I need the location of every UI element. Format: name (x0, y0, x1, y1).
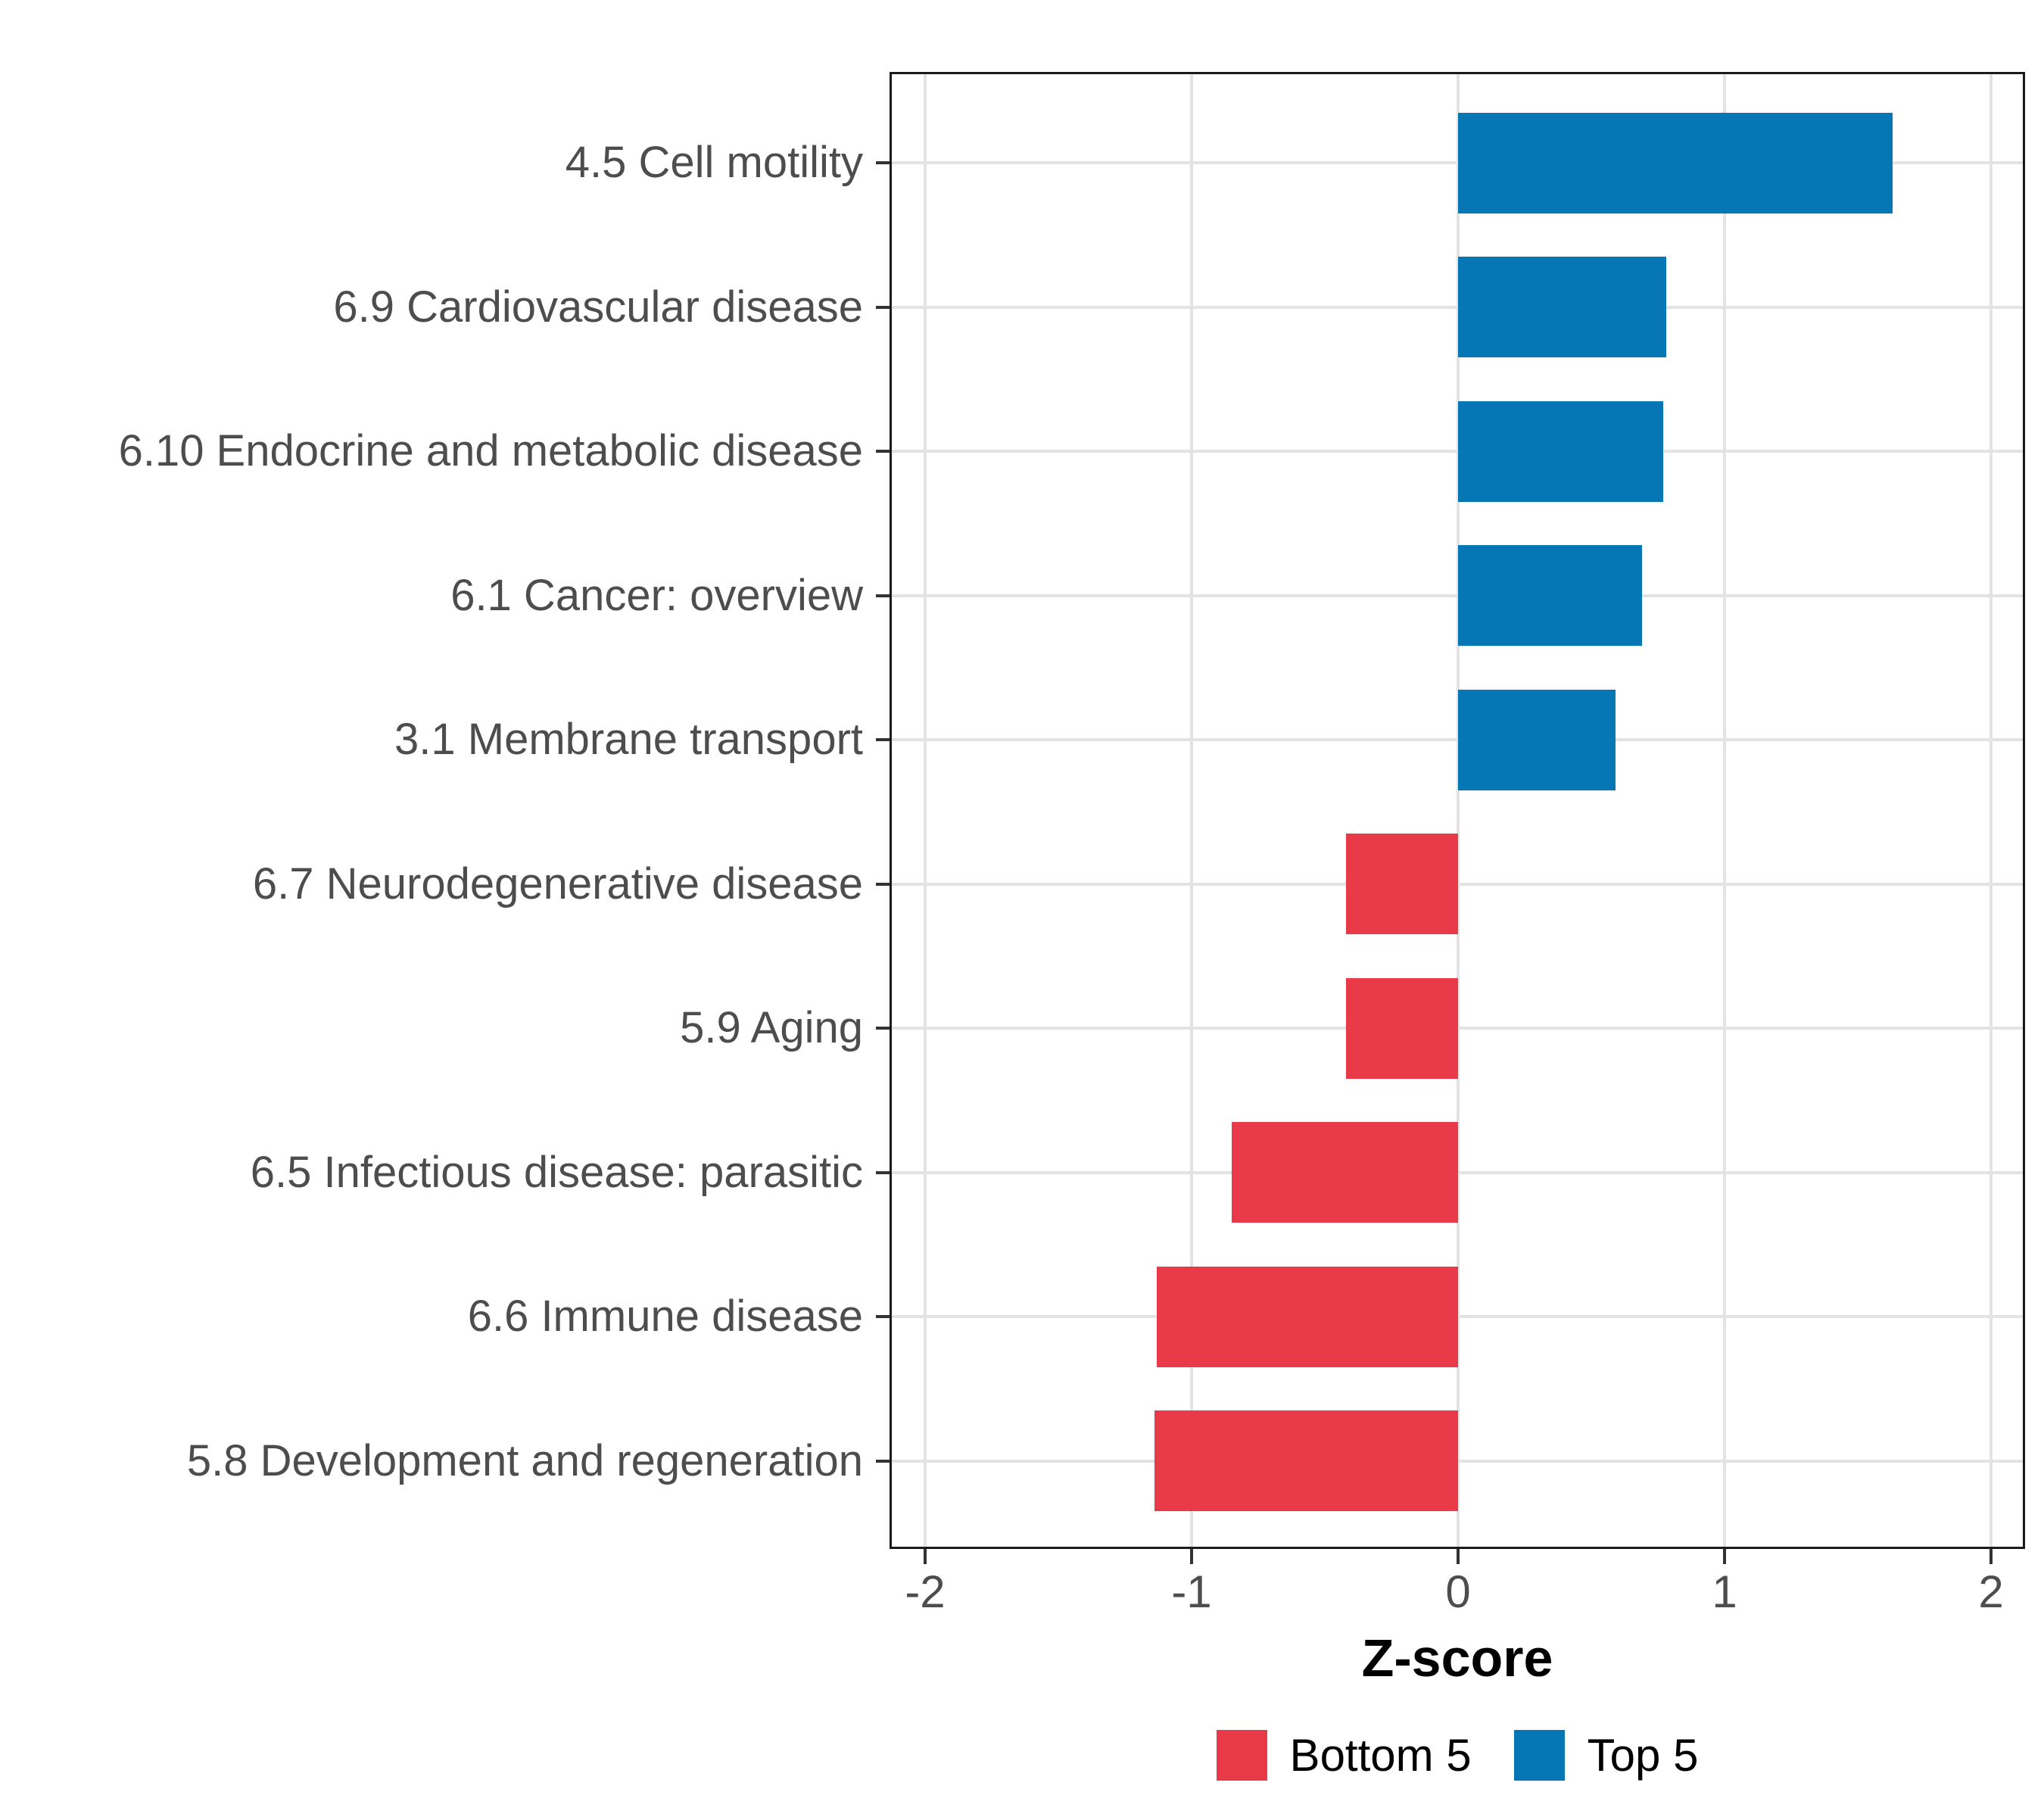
y-label-6: 5.9 Aging (680, 1003, 863, 1052)
y-label-3: 6.1 Cancer: overview (450, 570, 863, 620)
y-label-7: 6.5 Infectious disease: parasitic (250, 1147, 863, 1197)
x-axis-title: Z-score (1361, 1628, 1553, 1688)
x-tick-label--1: -1 (1171, 1566, 1212, 1617)
y-tick-7 (876, 1170, 890, 1174)
bar-2-top5 (1458, 400, 1664, 502)
x-tick--2 (924, 1549, 927, 1564)
legend-label-bottom5: Bottom 5 (1289, 1729, 1472, 1781)
x-tick-label-0: 0 (1445, 1566, 1471, 1617)
gridline-row-1 (892, 305, 2023, 309)
y-label-2: 6.10 Endocrine and metabolic disease (118, 426, 863, 475)
y-label-5: 6.7 Neurodegenerative disease (252, 859, 863, 908)
y-tick-2 (876, 450, 890, 453)
legend-key-top5-swatch (1513, 1729, 1565, 1781)
gridline-row-3 (892, 594, 2023, 597)
x-tick--1 (1190, 1549, 1193, 1564)
gridline-x--1 (1190, 74, 1193, 1547)
plot-panel (890, 72, 2025, 1549)
y-tick-4 (876, 738, 890, 741)
gridline-x-2 (1989, 74, 1993, 1547)
y-tick-3 (876, 594, 890, 597)
y-label-8: 6.6 Immune disease (467, 1292, 863, 1341)
bar-7-bottom5 (1231, 1122, 1458, 1223)
legend-label-top5: Top 5 (1587, 1729, 1699, 1781)
x-tick-2 (1989, 1549, 1993, 1564)
y-tick-1 (876, 305, 890, 309)
y-tick-6 (876, 1027, 890, 1030)
x-tick-0 (1457, 1549, 1460, 1564)
y-label-9: 5.8 Development and regeneration (186, 1435, 863, 1485)
y-tick-0 (876, 161, 890, 164)
legend-item-top5: Top 5 (1513, 1729, 1699, 1781)
legend-key-bottom5-swatch (1216, 1729, 1267, 1781)
x-tick-label--2: -2 (905, 1566, 946, 1617)
x-tick-label-1: 1 (1712, 1566, 1737, 1617)
bar-3-top5 (1458, 545, 1642, 646)
y-tick-8 (876, 1315, 890, 1318)
gridline-x-1 (1723, 74, 1726, 1547)
legend-item-bottom5: Bottom 5 (1216, 1729, 1472, 1781)
y-label-0: 4.5 Cell motility (565, 138, 863, 187)
bar-8-bottom5 (1157, 1266, 1458, 1367)
bar-6-bottom5 (1346, 977, 1458, 1079)
gridline-row-2 (892, 450, 2023, 453)
y-label-1: 6.9 Cardiovascular disease (333, 282, 863, 332)
gridline-x-0 (1457, 74, 1460, 1547)
bar-4-top5 (1458, 689, 1616, 790)
gridline-x--2 (924, 74, 927, 1547)
y-label-4: 3.1 Membrane transport (394, 715, 863, 764)
x-tick-1 (1723, 1549, 1726, 1564)
x-tick-label-2: 2 (1978, 1566, 2004, 1617)
y-tick-5 (876, 882, 890, 886)
legend: Bottom 5 Top 5 (890, 1725, 2025, 1785)
bar-1-top5 (1458, 257, 1666, 357)
gridline-row-0 (892, 161, 2023, 164)
bar-0-top5 (1458, 112, 1893, 213)
bar-5-bottom5 (1346, 834, 1458, 934)
bar-9-bottom5 (1154, 1410, 1458, 1511)
y-tick-9 (876, 1459, 890, 1463)
gridline-row-4 (892, 738, 2023, 741)
